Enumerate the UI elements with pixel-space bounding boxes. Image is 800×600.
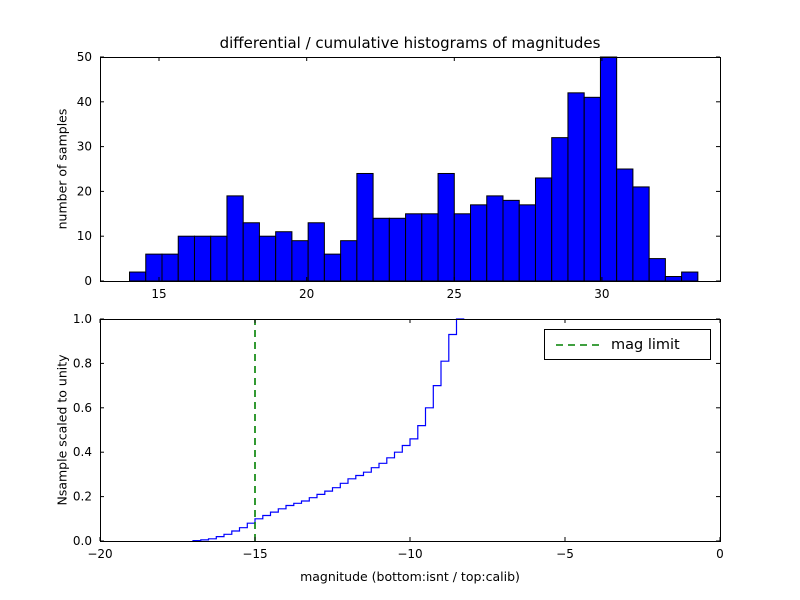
y-tick-label: 1.0 <box>73 312 92 326</box>
legend: mag limit <box>544 329 711 360</box>
y-tick-label: 50 <box>77 50 92 64</box>
x-tick-label: 0 <box>716 547 724 561</box>
histogram-bar <box>599 56 618 282</box>
histogram-bar <box>291 240 309 282</box>
histogram-bar <box>567 92 585 282</box>
axis-ticks: 15 20 25 30 0 10 20 30 40 50 <box>77 50 720 301</box>
histogram-bar <box>583 96 601 282</box>
histogram-bar <box>275 231 293 282</box>
x-tick-label: 20 <box>299 287 314 301</box>
histogram-bar <box>664 276 683 282</box>
histogram-bar <box>388 217 407 282</box>
dashed-line-sample <box>556 343 600 346</box>
cumulative-step-line <box>192 318 465 542</box>
histogram-bar <box>258 235 277 282</box>
x-tick-label: −10 <box>397 547 422 561</box>
histogram-bar <box>551 137 569 282</box>
histogram-bar <box>616 168 634 282</box>
y-tick-label: 0.0 <box>73 534 92 548</box>
histogram-bars <box>129 56 699 282</box>
y-tick-label: 20 <box>77 184 92 198</box>
x-tick-label: −15 <box>242 547 267 561</box>
histogram-bar <box>129 271 147 282</box>
y-tick-label: 10 <box>77 229 92 243</box>
histogram-bar <box>437 172 455 282</box>
axes-spines <box>100 57 721 282</box>
y-tick-label: 40 <box>77 95 92 109</box>
y-tick-label: 0.8 <box>73 356 92 370</box>
histogram-bar <box>681 271 699 282</box>
histogram-bar <box>177 235 195 282</box>
histogram-bar <box>161 253 179 282</box>
axis-ticks: −20 −15 −10 −5 0 0.0 0.2 0.4 0.6 0.8 1.0 <box>73 312 724 561</box>
histogram-bar <box>421 213 439 282</box>
x-tick-label: 30 <box>594 287 609 301</box>
bottom-axes: −20 −15 −10 −5 0 0.0 0.2 0.4 0.6 0.8 1.0 <box>73 312 724 561</box>
x-tick-label: −20 <box>87 547 112 561</box>
y-tick-label: 0.6 <box>73 401 92 415</box>
histogram-bar <box>405 213 423 282</box>
histogram-bar <box>486 195 504 282</box>
histogram-bar <box>502 199 520 282</box>
y-tick-label: 30 <box>77 140 92 154</box>
histogram-bar <box>518 204 536 282</box>
x-axis-label: magnitude (bottom:isnt / top:calib) <box>300 569 520 584</box>
top-axes: 15 20 25 30 0 10 20 30 40 50 <box>77 50 721 301</box>
y-tick-label: 0.2 <box>73 490 92 504</box>
histogram-bar <box>470 204 488 282</box>
x-tick-label: 25 <box>447 287 462 301</box>
histogram-bar <box>356 172 374 282</box>
histogram-bar <box>632 186 650 282</box>
y-tick-label: 0.4 <box>73 445 92 459</box>
histogram-bar <box>145 253 163 282</box>
histogram-bar <box>534 177 553 282</box>
histogram-bar <box>340 240 358 282</box>
histogram-bar <box>242 222 260 282</box>
histogram-bar <box>226 195 244 282</box>
histogram-bar <box>193 235 212 282</box>
histogram-bar <box>372 217 390 282</box>
x-tick-label: 15 <box>151 287 166 301</box>
top-y-axis-label: number of samples <box>54 108 70 230</box>
x-tick-label: −5 <box>556 547 574 561</box>
histogram-bar <box>648 258 666 282</box>
histogram-bar <box>323 253 342 282</box>
chart-title: differential / cumulative histograms of … <box>219 34 601 52</box>
legend-label: mag limit <box>611 336 680 353</box>
bottom-y-axis-label: Nsample scaled to unity <box>54 354 70 506</box>
histogram-bar <box>307 222 325 282</box>
y-tick-label: 0 <box>84 274 92 288</box>
histogram-bar <box>210 235 228 282</box>
histogram-bar <box>453 213 472 282</box>
